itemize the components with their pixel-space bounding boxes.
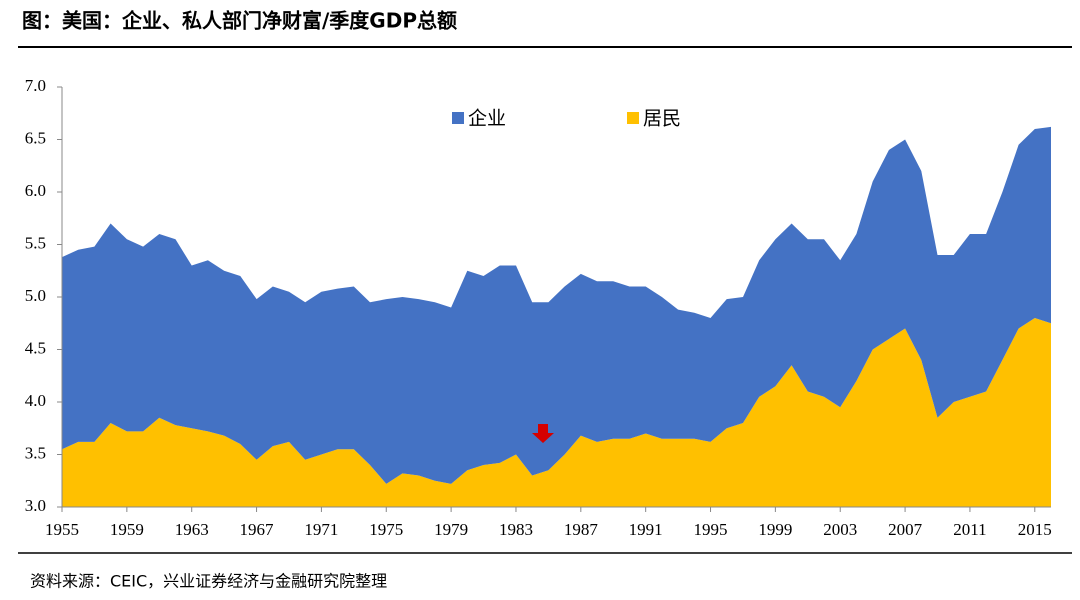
legend-swatch	[627, 112, 639, 124]
source-note: 资料来源：CEIC，兴业证券经济与金融研究院整理	[30, 572, 387, 591]
series-group	[62, 126, 1051, 507]
y-tick-label: 3.5	[25, 443, 46, 462]
legend-label: 居民	[643, 108, 681, 130]
y-tick-label: 5.5	[25, 233, 46, 252]
x-tick-label: 1967	[240, 520, 275, 539]
x-tick-label: 1955	[45, 520, 79, 539]
y-tick-label: 4.5	[25, 338, 46, 357]
legend-swatch	[452, 112, 464, 124]
x-tick-label: 1971	[304, 520, 338, 539]
y-tick-label: 7.0	[25, 76, 46, 95]
x-tick-label: 1959	[110, 520, 144, 539]
arrow-marker	[532, 424, 554, 443]
y-tick-label: 5.0	[25, 286, 46, 305]
x-tick-label: 2007	[888, 520, 923, 539]
x-tick-label: 1987	[564, 520, 599, 539]
y-tick-label: 6.5	[25, 128, 46, 147]
x-tick-label: 2003	[823, 520, 857, 539]
x-tick-label: 1991	[629, 520, 663, 539]
x-tick-label: 2015	[1018, 520, 1052, 539]
y-tick-label: 4.0	[25, 391, 46, 410]
y-tick-label: 3.0	[25, 496, 46, 515]
area	[62, 318, 1051, 507]
x-tick-label: 1975	[369, 520, 403, 539]
x-tick-label: 1979	[434, 520, 468, 539]
x-tick-label: 1983	[499, 520, 533, 539]
legend-label: 企业	[468, 108, 506, 130]
chart-title: 图：美国：企业、私人部门净财富/季度GDP总额	[22, 9, 457, 33]
x-tick-label: 1963	[175, 520, 209, 539]
x-tick-label: 1999	[758, 520, 792, 539]
area	[62, 126, 1051, 484]
y-tick-label: 6.0	[25, 181, 46, 200]
x-tick-label: 2011	[953, 520, 986, 539]
x-tick-label: 1995	[694, 520, 728, 539]
